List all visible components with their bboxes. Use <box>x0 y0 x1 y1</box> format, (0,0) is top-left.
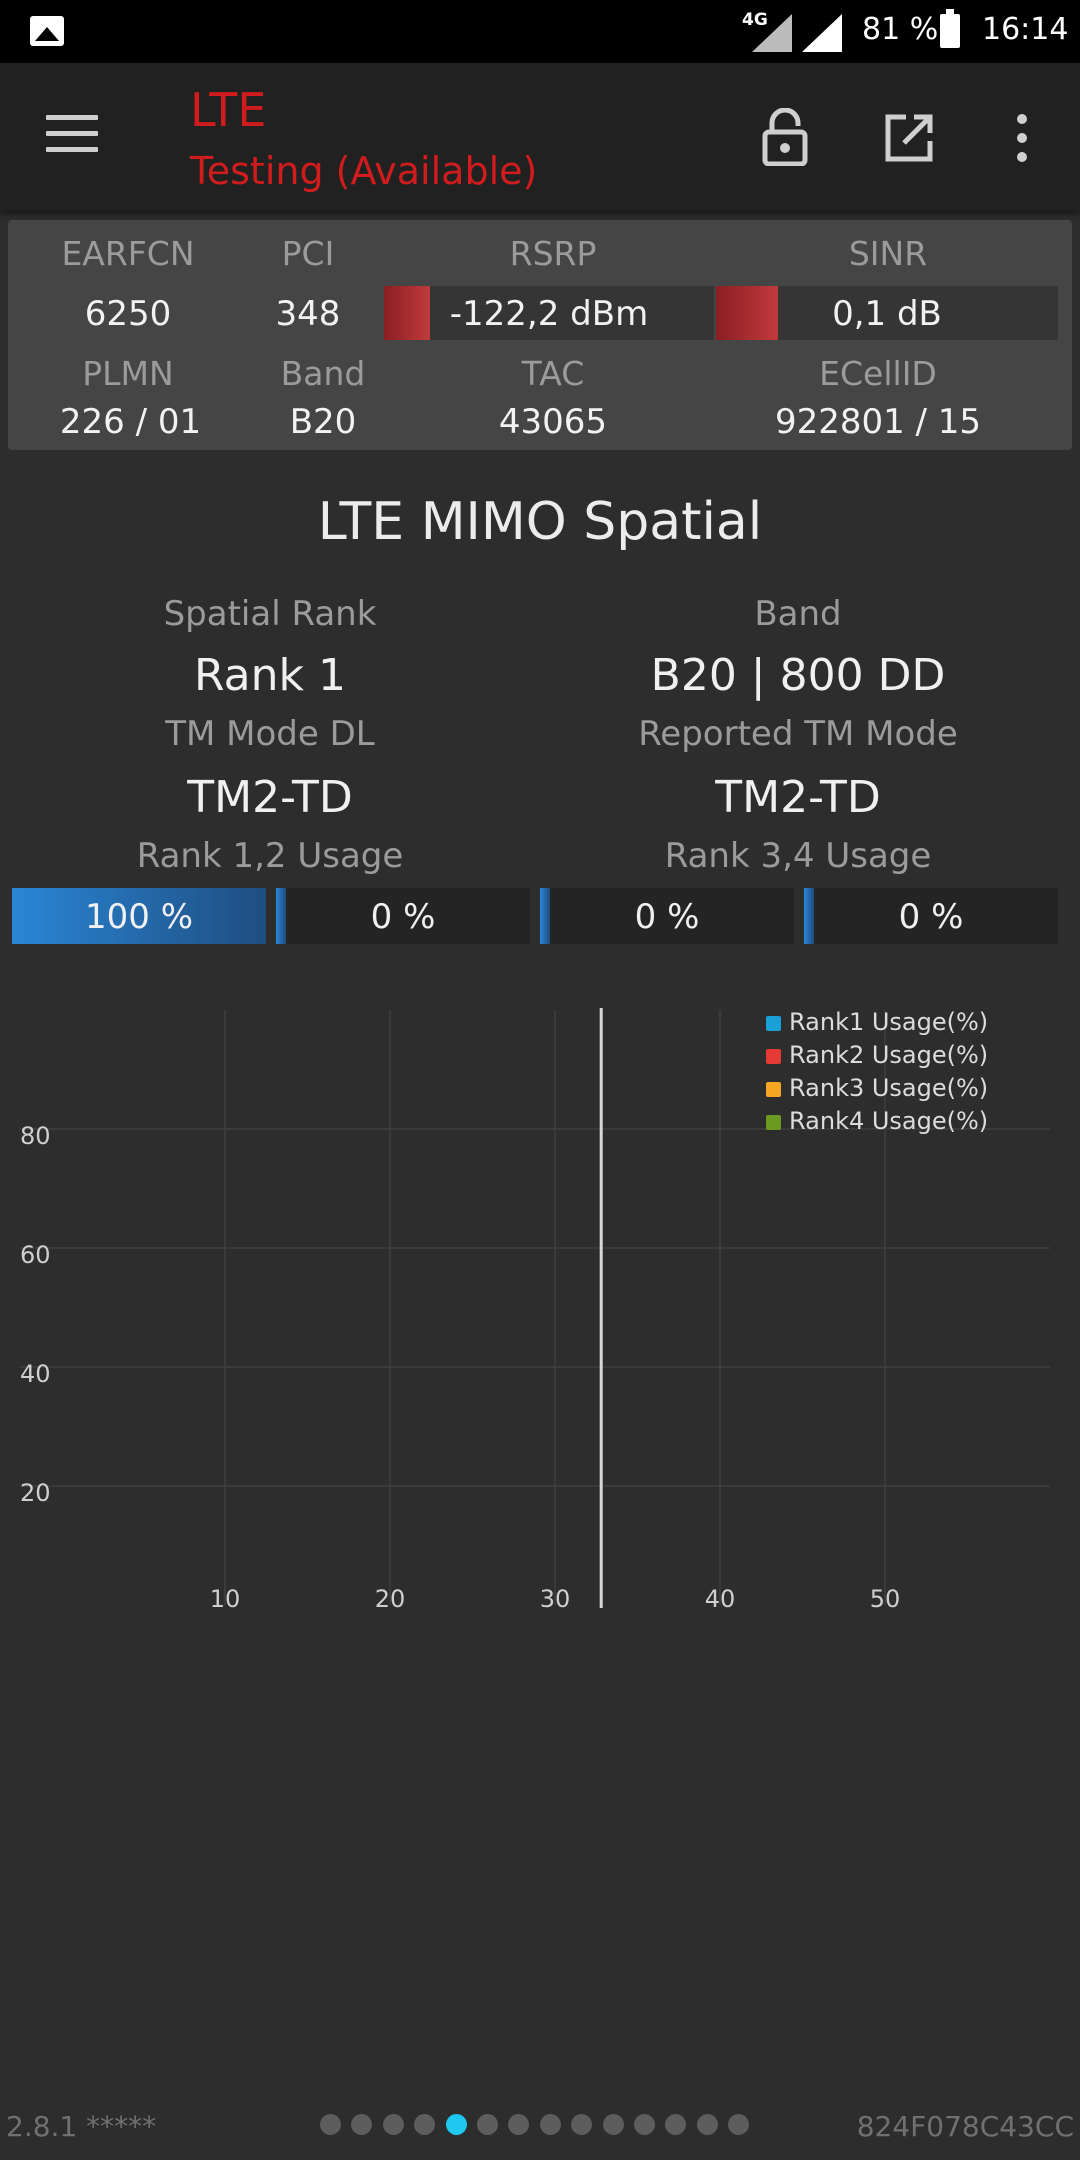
app-version: 2.8.1 ***** <box>6 2110 157 2143</box>
tm-mode-dl-value: TM2-TD <box>187 772 353 823</box>
mimo-band-value: B20 | 800 DD <box>650 650 946 701</box>
reported-tm-value: TM2-TD <box>715 772 881 823</box>
page-dot[interactable] <box>539 2114 561 2135</box>
image-notification-icon <box>30 16 64 46</box>
rank1-usage-fill <box>12 888 266 944</box>
rank3-usage-fill <box>540 888 551 944</box>
legend-label: Rank4 Usage(%) <box>789 1107 988 1135</box>
rsrp-value: -122,2 dBm <box>449 294 649 334</box>
plmn-label: PLMN <box>82 354 174 393</box>
x-tick-label: 40 <box>705 1585 736 1613</box>
tac-value: 43065 <box>498 402 608 442</box>
rsrp-label: RSRP <box>509 234 597 273</box>
cell-info-panel: EARFCN PCI RSRP SINR 6250 348 -122,2 dBm… <box>8 220 1072 450</box>
app-subtitle: Testing (Available) <box>190 149 538 193</box>
rank34-usage-label: Rank 3,4 Usage <box>664 836 932 876</box>
rsrp-meter: -122,2 dBm <box>384 286 714 340</box>
x-tick-label: 10 <box>210 1585 241 1613</box>
rank12-usage-label: Rank 1,2 Usage <box>136 836 404 876</box>
device-id: 824F078C43CC <box>856 2110 1074 2143</box>
spatial-rank-value: Rank 1 <box>194 650 346 701</box>
lock-open-icon[interactable] <box>762 108 808 166</box>
battery-percent: 81 % <box>862 12 939 47</box>
y-tick-label: 60 <box>20 1241 51 1269</box>
pci-value: 348 <box>275 294 341 334</box>
page-dot[interactable] <box>571 2114 593 2135</box>
legend-label: Rank3 Usage(%) <box>789 1074 988 1102</box>
y-tick-label: 40 <box>20 1360 51 1388</box>
rank1-usage-value: 100 % <box>84 897 193 937</box>
app-bar: LTE Testing (Available) <box>0 63 1080 211</box>
legend-swatch <box>766 1082 781 1097</box>
app-title: LTE <box>190 83 267 137</box>
page-dot[interactable] <box>602 2114 624 2135</box>
rank2-usage-bar: 0 % <box>276 888 530 944</box>
legend-swatch <box>766 1049 781 1064</box>
page-dot[interactable] <box>696 2114 718 2135</box>
y-tick-label: 20 <box>20 1479 51 1507</box>
band-value: B20 <box>289 402 357 442</box>
ecellid-value: 922801 / 15 <box>774 402 982 442</box>
clock: 16:14 <box>982 12 1069 47</box>
rank3-usage-value: 0 % <box>634 897 700 937</box>
legend-label: Rank2 Usage(%) <box>789 1041 988 1069</box>
page-dot[interactable] <box>414 2114 436 2135</box>
sinr-meter: 0,1 dB <box>716 286 1058 340</box>
rank2-usage-fill <box>276 888 287 944</box>
mimo-band-label: Band <box>754 594 842 634</box>
rank4-usage-value: 0 % <box>898 897 964 937</box>
x-tick-label: 20 <box>375 1585 406 1613</box>
hamburger-menu-icon[interactable] <box>46 115 98 155</box>
pci-label: PCI <box>281 234 335 273</box>
open-external-icon[interactable] <box>884 113 934 163</box>
ecellid-label: ECellID <box>819 354 937 393</box>
status-bar: 4G 81 % 16:14 <box>0 0 1080 63</box>
sinr-value: 0,1 dB <box>832 294 942 334</box>
earfcn-value: 6250 <box>84 294 172 334</box>
section-title: LTE MIMO Spatial <box>317 492 763 552</box>
rank3-usage-bar: 0 % <box>540 888 794 944</box>
mobile-signal-icon <box>752 14 792 52</box>
earfcn-label: EARFCN <box>61 234 195 273</box>
spatial-rank-label: Spatial Rank <box>163 594 377 634</box>
sinr-label: SINR <box>848 234 928 273</box>
rank2-usage-value: 0 % <box>370 897 436 937</box>
more-options-icon[interactable] <box>1014 113 1030 163</box>
x-tick-label: 50 <box>870 1585 901 1613</box>
battery-icon <box>940 9 960 48</box>
page-dot[interactable] <box>445 2114 467 2135</box>
wifi-signal-icon <box>802 14 842 52</box>
legend-swatch <box>766 1115 781 1130</box>
page-dot[interactable] <box>665 2114 687 2135</box>
page-dot[interactable] <box>477 2114 498 2135</box>
y-tick-label: 80 <box>20 1122 51 1150</box>
page-dot[interactable] <box>728 2114 750 2135</box>
plmn-value: 226 / 01 <box>59 402 202 442</box>
legend-label: Rank1 Usage(%) <box>789 1008 988 1036</box>
sinr-meter-fill <box>716 286 778 340</box>
rank-usage-chart[interactable]: 10 20 30 40 50 20 40 60 80 Rank1 Usage(%) Rank2 U… <box>0 990 1080 1630</box>
tm-mode-dl-label: TM Mode DL <box>165 714 375 754</box>
page-dot[interactable] <box>320 2114 341 2135</box>
reported-tm-label: Reported TM Mode <box>638 714 958 754</box>
rank4-usage-bar: 0 % <box>804 888 1058 944</box>
page-dot[interactable] <box>351 2114 373 2135</box>
rsrp-meter-fill <box>384 286 431 340</box>
page-dot[interactable] <box>508 2114 530 2135</box>
page-dot[interactable] <box>634 2114 655 2135</box>
band-label: Band <box>280 354 366 393</box>
tac-label: TAC <box>521 354 585 393</box>
x-tick-label: 30 <box>540 1585 571 1613</box>
legend-swatch <box>766 1016 781 1031</box>
page-dot[interactable] <box>382 2114 404 2135</box>
rank1-usage-bar: 100 % <box>12 888 266 944</box>
rank4-usage-fill <box>804 888 815 944</box>
